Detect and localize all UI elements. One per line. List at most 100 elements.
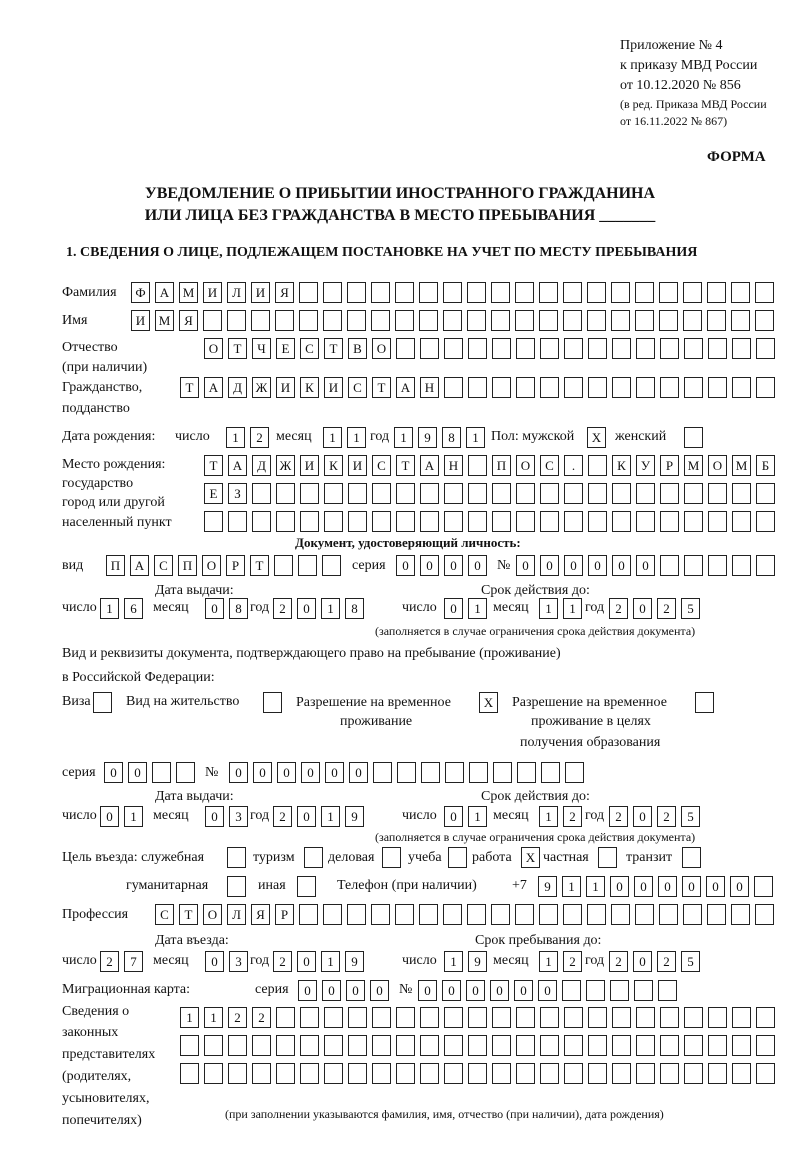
checkbox-cell[interactable] <box>382 847 401 868</box>
char-cell[interactable] <box>420 338 439 359</box>
char-cell[interactable] <box>396 1063 415 1084</box>
char-cell[interactable]: О <box>708 455 727 476</box>
char-cell[interactable] <box>540 483 559 504</box>
char-cell[interactable] <box>708 377 727 398</box>
char-cell[interactable] <box>562 980 581 1001</box>
char-cell[interactable] <box>420 483 439 504</box>
char-cell[interactable] <box>732 1035 751 1056</box>
char-cell[interactable] <box>756 338 775 359</box>
char-cell[interactable]: Е <box>204 483 223 504</box>
char-cell[interactable]: З <box>228 483 247 504</box>
char-cell[interactable]: О <box>516 455 535 476</box>
char-cell[interactable]: 1 <box>321 951 340 972</box>
char-cell[interactable]: О <box>203 904 222 925</box>
char-cell[interactable]: Е <box>276 338 295 359</box>
char-cell[interactable]: 5 <box>681 951 700 972</box>
char-cell[interactable] <box>516 1063 535 1084</box>
char-cell[interactable] <box>348 1035 367 1056</box>
char-cell[interactable] <box>444 338 463 359</box>
char-cell[interactable] <box>612 483 631 504</box>
char-cell[interactable]: А <box>228 455 247 476</box>
char-cell[interactable] <box>228 511 247 532</box>
char-cell[interactable] <box>372 1007 391 1028</box>
char-cell[interactable] <box>564 1035 583 1056</box>
purpose-study-checkbox[interactable] <box>448 847 472 868</box>
char-cell[interactable] <box>515 904 534 925</box>
char-cell[interactable] <box>419 904 438 925</box>
char-cell[interactable] <box>467 310 486 331</box>
char-cell[interactable] <box>180 1035 199 1056</box>
char-cell[interactable] <box>612 511 631 532</box>
char-cell[interactable] <box>684 1007 703 1028</box>
char-cell[interactable] <box>539 904 558 925</box>
char-cell[interactable] <box>396 338 415 359</box>
char-cell[interactable] <box>491 310 510 331</box>
char-cell[interactable] <box>348 511 367 532</box>
char-cell[interactable] <box>660 1007 679 1028</box>
purpose-humanitarian-checkbox[interactable] <box>227 876 251 897</box>
char-cell[interactable]: 8 <box>345 598 364 619</box>
char-cell[interactable] <box>683 282 702 303</box>
char-cell[interactable] <box>299 310 318 331</box>
char-cell[interactable] <box>708 555 727 576</box>
char-cell[interactable] <box>516 377 535 398</box>
char-cell[interactable] <box>756 1007 775 1028</box>
char-cell[interactable] <box>563 282 582 303</box>
char-cell[interactable]: 0 <box>349 762 368 783</box>
char-cell[interactable] <box>660 377 679 398</box>
char-cell[interactable] <box>660 338 679 359</box>
char-cell[interactable] <box>756 1035 775 1056</box>
char-cell[interactable]: 1 <box>586 876 605 897</box>
char-cell[interactable]: 0 <box>205 951 224 972</box>
char-cell[interactable] <box>636 483 655 504</box>
char-cell[interactable] <box>491 904 510 925</box>
char-cell[interactable] <box>708 1035 727 1056</box>
char-cell[interactable] <box>732 377 751 398</box>
checkbox-cell[interactable] <box>227 847 246 868</box>
char-cell[interactable]: 0 <box>322 980 341 1001</box>
char-cell[interactable] <box>176 762 195 783</box>
char-cell[interactable] <box>516 1007 535 1028</box>
char-cell[interactable] <box>420 1035 439 1056</box>
char-cell[interactable]: 0 <box>442 980 461 1001</box>
char-cell[interactable]: 0 <box>588 555 607 576</box>
char-cell[interactable]: Т <box>179 904 198 925</box>
char-cell[interactable] <box>492 1063 511 1084</box>
char-cell[interactable]: Л <box>227 904 246 925</box>
char-cell[interactable] <box>732 1007 751 1028</box>
char-cell[interactable] <box>683 904 702 925</box>
char-cell[interactable]: 0 <box>420 555 439 576</box>
char-cell[interactable]: 2 <box>273 598 292 619</box>
char-cell[interactable] <box>492 377 511 398</box>
char-cell[interactable] <box>492 511 511 532</box>
char-cell[interactable] <box>541 762 560 783</box>
char-cell[interactable]: 0 <box>301 762 320 783</box>
char-cell[interactable]: 0 <box>514 980 533 1001</box>
char-cell[interactable]: 2 <box>657 598 676 619</box>
char-cell[interactable] <box>564 511 583 532</box>
char-cell[interactable]: 1 <box>226 427 245 448</box>
char-cell[interactable]: С <box>154 555 173 576</box>
char-cell[interactable] <box>611 904 630 925</box>
temp-permit-checkbox[interactable]: X <box>479 692 503 713</box>
char-cell[interactable]: П <box>492 455 511 476</box>
char-cell[interactable]: М <box>155 310 174 331</box>
char-cell[interactable] <box>395 310 414 331</box>
char-cell[interactable]: 1 <box>347 427 366 448</box>
char-cell[interactable]: Т <box>180 377 199 398</box>
char-cell[interactable]: С <box>540 455 559 476</box>
char-cell[interactable] <box>588 483 607 504</box>
char-cell[interactable]: 0 <box>418 980 437 1001</box>
char-cell[interactable] <box>372 511 391 532</box>
char-cell[interactable] <box>300 1063 319 1084</box>
char-cell[interactable] <box>347 310 366 331</box>
